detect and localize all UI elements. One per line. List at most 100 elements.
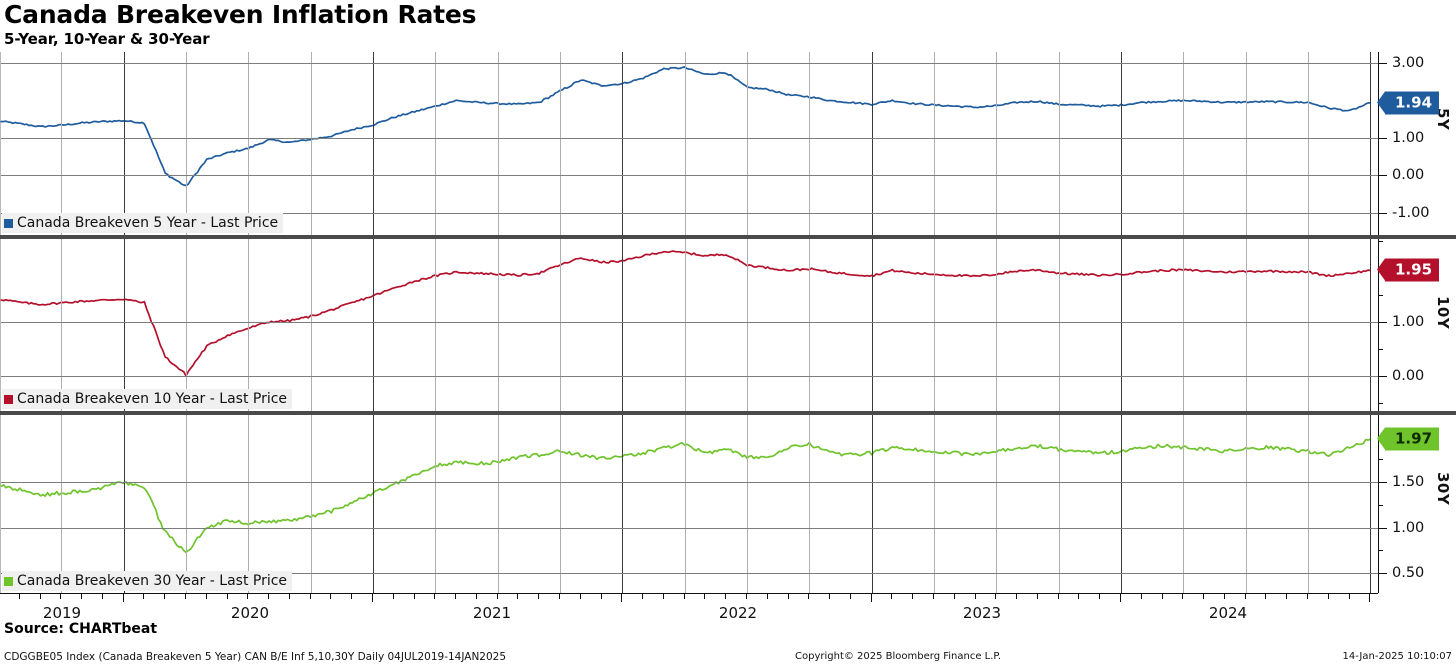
- plot-area-5y: [0, 52, 1379, 235]
- y-tick-label: 0.50: [1392, 565, 1425, 581]
- y-tick-minor: [1378, 349, 1383, 350]
- gridline-vertical-minor: [61, 414, 62, 593]
- gridline-vertical-minor: [61, 238, 62, 411]
- x-tick-minor: [746, 594, 747, 599]
- x-tick-minor: [1286, 594, 1287, 599]
- y-tick-mark: [1378, 138, 1387, 139]
- gridline-vertical-minor: [311, 238, 312, 411]
- x-tick-minor: [663, 594, 664, 599]
- x-tick-minor: [538, 594, 539, 599]
- x-tick-minor: [393, 594, 394, 599]
- y-tick-mark: [1378, 175, 1387, 176]
- gridline-vertical-minor: [934, 52, 935, 235]
- y-tick-mark: [1378, 63, 1387, 64]
- gridline-vertical-minor: [1246, 52, 1247, 235]
- y-axis-spine-30y: [1378, 414, 1379, 593]
- x-tick-minor: [850, 594, 851, 599]
- y-axis-spine-10y: [1378, 238, 1379, 411]
- gridline-vertical-minor: [1246, 238, 1247, 411]
- gridline-vertical-minor: [1059, 238, 1060, 411]
- x-tick-minor: [704, 594, 705, 599]
- last-price-badge-30y[interactable]: 1.97: [1376, 427, 1440, 451]
- x-tick-minor: [788, 594, 789, 599]
- gridline-vertical-major: [622, 238, 623, 411]
- gridline-vertical-minor: [1308, 238, 1309, 411]
- last-price-badge-10y[interactable]: 1.95: [1376, 258, 1440, 282]
- chart-footer: Source: CHARTbeat CDGGBE05 Index (Canada…: [0, 621, 1456, 665]
- gridline-vertical-minor: [1183, 52, 1184, 235]
- gridline-vertical-minor: [435, 52, 436, 235]
- panel-separator-2: [0, 411, 1456, 415]
- x-tick-minor: [227, 594, 228, 599]
- gridline-vertical-minor: [685, 238, 686, 411]
- legend-swatch-icon-10y: [4, 394, 13, 404]
- y-tick-mark: [1378, 482, 1387, 483]
- x-tick-minor: [81, 594, 82, 599]
- x-tick-minor: [330, 594, 331, 599]
- x-tick-minor: [891, 594, 892, 599]
- copyright-label: Copyright© 2025 Bloomberg Finance L.P.: [795, 651, 1002, 662]
- x-tick-major: [621, 594, 622, 602]
- gridline-horizontal: [1, 573, 1379, 574]
- legend-swatch-icon-30y: [4, 576, 13, 586]
- x-tick-minor: [289, 594, 290, 599]
- x-tick-minor: [933, 594, 934, 599]
- gridline-vertical-major: [622, 414, 623, 593]
- x-tick-minor: [601, 594, 602, 599]
- y-tick-label: 1.00: [1392, 520, 1425, 536]
- gridline-vertical-minor: [809, 52, 810, 235]
- y-tick-label: 1.50: [1392, 474, 1425, 490]
- x-tick-minor: [559, 594, 560, 599]
- gridline-vertical-minor: [685, 52, 686, 235]
- gridline-vertical-major: [1121, 52, 1122, 235]
- x-tick-minor: [954, 594, 955, 599]
- gridline-vertical-major: [124, 52, 125, 235]
- x-tick-minor: [1162, 594, 1163, 599]
- gridline-vertical-minor: [747, 238, 748, 411]
- legend-30y[interactable]: Canada Breakeven 30 Year - Last Price: [2, 571, 293, 591]
- gridline-vertical-minor: [996, 414, 997, 593]
- x-tick-minor: [1058, 594, 1059, 599]
- series-line-5y: [1, 52, 1379, 235]
- y-tick-mark: [1378, 528, 1387, 529]
- gridline-vertical-minor: [435, 414, 436, 593]
- x-tick-major: [123, 594, 124, 602]
- x-tick-minor: [767, 594, 768, 599]
- last-price-badge-5y[interactable]: 1.94: [1376, 91, 1440, 115]
- x-axis: 2019 2020 2021 2022 2023 2024: [0, 593, 1456, 625]
- x-tick-minor: [1349, 594, 1350, 599]
- legend-10y[interactable]: Canada Breakeven 10 Year - Last Price: [2, 389, 293, 409]
- gridline-vertical-major: [1370, 414, 1371, 593]
- x-tick-minor: [829, 594, 830, 599]
- x-tick-minor: [455, 594, 456, 599]
- chart-header: Canada Breakeven Inflation Rates 5-Year,…: [0, 0, 1456, 50]
- y-tick-minor: [1378, 505, 1383, 506]
- x-tick-minor: [1245, 594, 1246, 599]
- gridline-vertical-major: [1121, 414, 1122, 593]
- gridline-vertical-minor: [934, 414, 935, 593]
- y-tick-minor: [1378, 459, 1383, 460]
- legend-label-5y: Canada Breakeven 5 Year - Last Price: [17, 215, 279, 231]
- series-line-10y: [1, 238, 1379, 411]
- x-tick-minor: [1078, 594, 1079, 599]
- x-tick-minor: [102, 594, 103, 599]
- x-tick-minor: [1203, 594, 1204, 599]
- y-axis-title-30y: 30Y: [1434, 472, 1452, 506]
- legend-5y[interactable]: Canada Breakeven 5 Year - Last Price: [2, 213, 284, 233]
- gridline-horizontal: [1, 63, 1379, 64]
- gridline-vertical-major: [872, 238, 873, 411]
- x-tick-minor: [414, 594, 415, 599]
- x-tick-major: [871, 594, 872, 602]
- x-tick-minor: [351, 594, 352, 599]
- x-axis-label: 2020: [230, 604, 270, 622]
- gridline-vertical-minor: [498, 238, 499, 411]
- y-tick-minor: [1378, 295, 1383, 296]
- gridline-vertical-minor: [248, 52, 249, 235]
- x-tick-minor: [247, 594, 248, 599]
- x-tick-minor: [476, 594, 477, 599]
- description-label: CDGGBE05 Index (Canada Breakeven 5 Year)…: [4, 651, 507, 663]
- x-tick-minor: [1328, 594, 1329, 599]
- x-tick-minor: [143, 594, 144, 599]
- legend-label-10y: Canada Breakeven 10 Year - Last Price: [17, 391, 288, 407]
- y-tick-minor: [1378, 241, 1383, 242]
